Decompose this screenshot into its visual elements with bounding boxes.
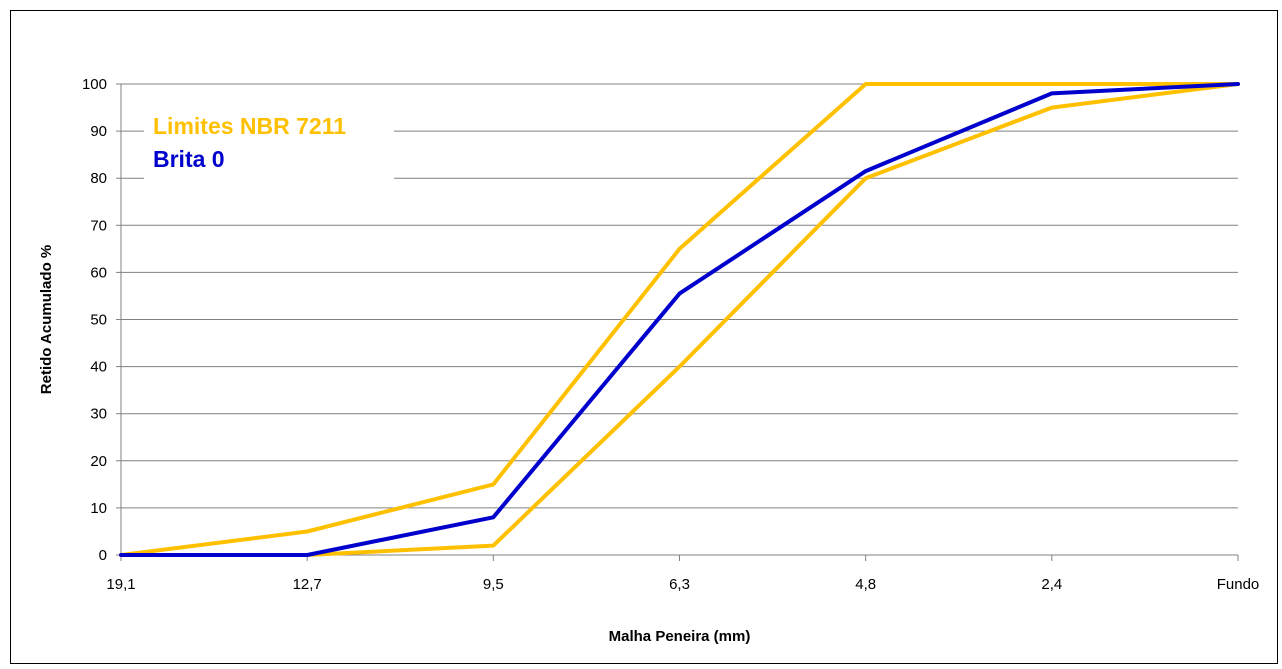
series-line-upper [119,82,1240,557]
x-axis-title: Malha Peneira (mm) [609,628,751,645]
legend-label: Limites NBR 7211 [153,113,346,139]
y-tick-label: 0 [99,547,107,564]
x-tick-label: 9,5 [483,576,504,593]
tick-labels: 0 10 20 30 40 50 60 70 80 90 100 19,1 12,7 9,5 6,3 4,8 2… [82,76,1259,593]
x-tick-label: 12,7 [293,576,322,593]
x-tick-label: 2,4 [1041,576,1062,593]
legend-box [144,104,394,184]
series-lines [119,82,1240,557]
x-tick-label: 6,3 [669,576,690,593]
legend: Limites NBR 7211 Brita 0 [144,104,394,184]
y-tick-label: 40 [90,359,107,376]
y-tick-label: 30 [90,406,107,423]
y-tick-label: 50 [90,312,107,329]
series-line-sample [119,82,1240,557]
x-tick-label: Fundo [1217,576,1260,593]
y-tick-label: 90 [90,123,107,140]
legend-label: Brita 0 [153,146,225,172]
y-tick-label: 60 [90,264,107,281]
x-tick-label: 4,8 [855,576,876,593]
y-tick-label: 100 [82,76,107,93]
y-axis-title: Retido Acumulado % [38,245,55,394]
y-tick-label: 80 [90,170,107,187]
y-tick-label: 10 [90,500,107,517]
y-tick-label: 70 [90,217,107,234]
y-tick-label: 20 [90,453,107,470]
x-tick-label: 19,1 [106,576,135,593]
